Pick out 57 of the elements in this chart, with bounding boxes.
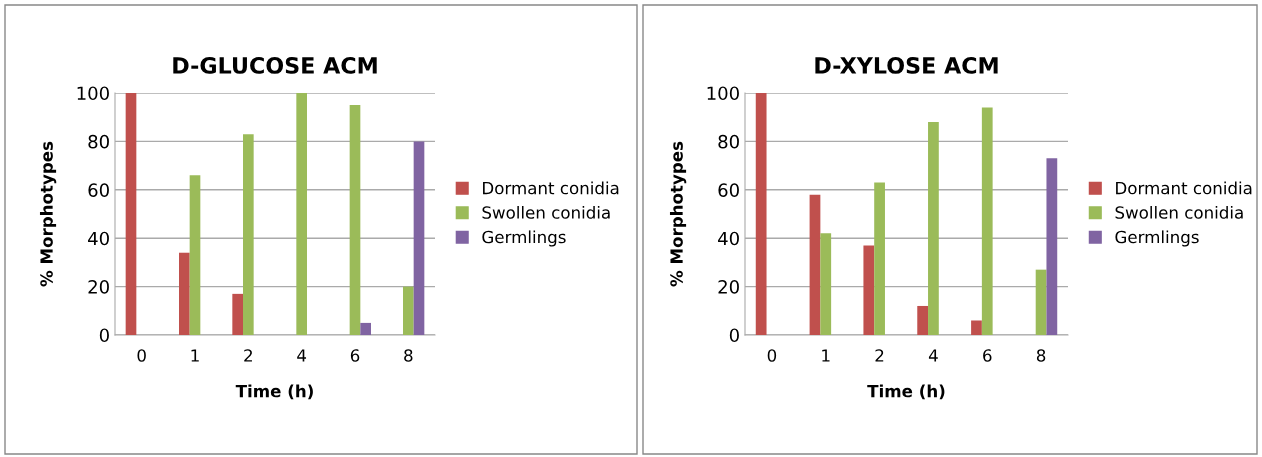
bar <box>349 105 361 335</box>
bar <box>981 107 993 335</box>
bar <box>403 286 414 335</box>
y-tick-label: 60 <box>718 183 739 197</box>
y-tick-label: 100 <box>707 86 739 101</box>
y-tick-label: 40 <box>718 231 739 246</box>
bar <box>1035 269 1047 335</box>
x-tick-label: 2 <box>875 349 884 362</box>
bar <box>243 134 254 335</box>
bar <box>809 194 821 335</box>
y-tick-label: 100 <box>77 86 109 101</box>
bar <box>820 233 832 335</box>
x-axis-title: Time (h) <box>235 384 313 400</box>
bar <box>179 252 190 335</box>
chart-title: D-XYLOSE ACM <box>815 57 998 74</box>
y-tick-label: 20 <box>88 280 109 294</box>
x-tick-label: 6 <box>350 349 360 362</box>
bar <box>296 93 307 335</box>
y-axis-title: % Morphotypes <box>39 141 57 287</box>
y-tick-label: 0 <box>729 328 739 343</box>
bar <box>755 93 767 335</box>
chart-title: D-GLUCOSE ACM <box>173 57 377 74</box>
bar <box>232 293 243 335</box>
bar <box>928 122 939 335</box>
legend-label: Swollen conidia <box>482 205 610 219</box>
y-tick-label: 20 <box>718 280 739 294</box>
bar <box>917 305 929 335</box>
y-tick-label: 80 <box>88 134 109 149</box>
y-tick-label: 0 <box>99 328 109 343</box>
legend-label: Swollen conidia <box>1115 205 1243 219</box>
x-tick-label: 4 <box>928 349 938 362</box>
x-tick-label: 8 <box>1036 349 1046 362</box>
bar <box>360 322 371 335</box>
x-tick-label: 4 <box>297 349 307 362</box>
bar <box>1046 158 1058 335</box>
y-tick-label: 80 <box>718 134 739 149</box>
bar <box>125 93 137 335</box>
bar <box>874 182 885 335</box>
x-tick-label: 8 <box>404 349 413 362</box>
legend-label: Dormant conidia <box>483 181 619 195</box>
legend-label: Germlings <box>1115 230 1199 247</box>
x-tick-label: 6 <box>983 349 992 362</box>
x-tick-label: 0 <box>137 349 146 362</box>
x-tick-label: 1 <box>191 349 199 362</box>
bar <box>189 175 201 335</box>
legend-label: Germlings <box>482 230 566 247</box>
x-tick-label: 1 <box>822 349 830 362</box>
x-tick-label: 0 <box>767 349 777 362</box>
y-tick-label: 60 <box>88 183 109 197</box>
bar <box>413 141 425 335</box>
legend-label: Dormant conidia <box>1116 181 1252 195</box>
x-axis-title: Time (h) <box>867 384 945 400</box>
bar <box>863 245 875 335</box>
x-tick-label: 2 <box>244 349 252 362</box>
y-tick-label: 40 <box>88 231 109 246</box>
y-axis-title: % Morphotypes <box>669 141 687 287</box>
bar <box>971 320 982 335</box>
